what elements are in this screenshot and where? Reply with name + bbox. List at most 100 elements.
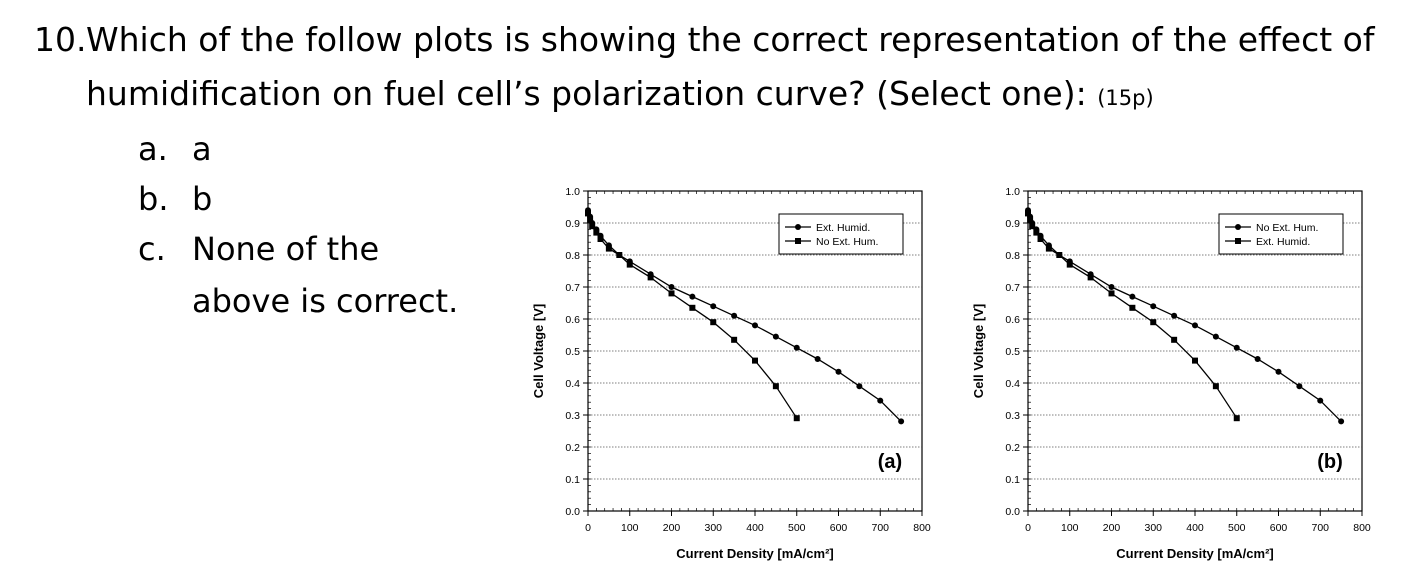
chart-a-series-0-point-12	[731, 312, 738, 319]
chart-b-series-1-point-7	[1066, 261, 1073, 268]
chart-b-series-1-point-9	[1108, 290, 1115, 297]
chart-b-xtick-label-3: 300	[1144, 522, 1162, 534]
chart-a-series-0-point-19	[877, 397, 884, 404]
chart-a-series-1-point-10	[689, 304, 696, 311]
chart-a-ytick-label-5: 0.5	[565, 346, 580, 358]
chart-b-ylabel: Cell Voltage [V]	[971, 304, 986, 398]
chart-a-series-0-point-17	[835, 368, 842, 375]
chart-b-ytick-label-2: 0.2	[1005, 442, 1020, 454]
chart-a-series-0-point-18	[856, 383, 863, 390]
chart-b-xtick-label-2: 200	[1103, 522, 1121, 534]
chart-b-series-0-point-10	[1129, 293, 1136, 300]
chart-b-series-1-point-13	[1192, 357, 1198, 364]
chart-b-xtick-label-4: 400	[1186, 522, 1204, 534]
polarization-chart-b: 0.0 0.1 0.2 0.3 0.4 0.5 0.6 0.7 0.8 0.9 1.0 0 100 200…	[971, 186, 1371, 561]
chart-b-series-0-point-19	[1317, 397, 1324, 404]
chart-a-ytick-label-1: 0.1	[565, 474, 580, 486]
chart-b-series-1-point-0	[1025, 210, 1031, 217]
chart-a-series-0-point-15	[793, 344, 800, 351]
chart-a-series-1-point-8	[647, 274, 654, 281]
chart-a-ytick-label-6: 0.6	[565, 314, 580, 326]
chart-a-ytick-label-2: 0.2	[565, 442, 580, 454]
chart-a-series-1-point-7	[626, 261, 633, 268]
chart-b-series-0-point-18	[1296, 383, 1303, 390]
chart-a-ytick-label-9: 0.9	[565, 218, 580, 230]
chart-a-legend-label-0: Ext. Humid.	[816, 222, 870, 234]
chart-a-ytick-label-10: 1.0	[565, 186, 580, 198]
chart-a-series-1-point-2	[589, 223, 596, 230]
chart-b-ytick-label-7: 0.7	[1005, 282, 1020, 294]
chart-a-legend-marker-0	[795, 224, 801, 230]
option-b-letter: b.	[138, 180, 169, 218]
chart-b-series-0-point-16	[1254, 356, 1261, 362]
chart-a-xtick-label-8: 800	[913, 522, 931, 534]
chart-b-xlabel: Current Density [mA/cm²]	[1116, 546, 1273, 561]
chart-b-ytick-label-4: 0.4	[1005, 378, 1020, 390]
chart-b-series-0-point-12	[1171, 312, 1178, 319]
chart-b-series-1-point-3	[1033, 229, 1040, 236]
option-b-text: b	[192, 180, 213, 218]
chart-a-legend-marker-1	[795, 238, 801, 244]
chart-b-series-0-point-9	[1108, 284, 1115, 290]
chart-a-series-1-point-13	[752, 357, 758, 364]
chart-b-series-1-point-8	[1087, 274, 1094, 281]
chart-a-series-0-point-20	[898, 418, 905, 425]
chart-b-series-0-point-14	[1212, 333, 1219, 340]
chart-a-series-1-point-4	[597, 236, 604, 242]
option-c-letter: c.	[138, 230, 166, 268]
chart-b-series-0-point-11	[1150, 303, 1157, 310]
chart-a-ytick-label-7: 0.7	[565, 282, 580, 294]
chart-a-ytick-label-0: 0.0	[565, 506, 580, 518]
chart-a-ytick-label-8: 0.8	[565, 250, 580, 262]
chart-a-series-1-point-0	[585, 210, 591, 217]
chart-b-xtick-label-6: 600	[1270, 522, 1288, 534]
chart-b-xtick-label-8: 800	[1353, 522, 1371, 534]
chart-b-ytick-label-5: 0.5	[1005, 346, 1020, 358]
chart-b-legend-marker-0	[1235, 224, 1241, 230]
chart-a-series-1-point-14	[772, 383, 779, 390]
chart-b-series-1-point-15	[1233, 415, 1240, 422]
chart-b-series-1-point-12	[1171, 336, 1178, 343]
chart-a-series-0-point-9	[668, 284, 675, 290]
chart-a-xtick-label-3: 300	[704, 522, 722, 534]
chart-b-ytick-label-0: 0.0	[1005, 506, 1020, 518]
chart-a-series-1-point-5	[605, 245, 612, 252]
option-a-letter: a.	[138, 130, 168, 168]
chart-a-panel-label: (a)	[878, 451, 902, 473]
chart-a-series-1-point-15	[793, 415, 800, 422]
chart-b-panel-label: (b)	[1317, 451, 1343, 473]
chart-b-xtick-label-7: 700	[1311, 522, 1329, 534]
chart-a-ytick-label-4: 0.4	[565, 378, 580, 390]
chart-b-series-1-point-5	[1045, 245, 1052, 252]
chart-a-ylabel: Cell Voltage [V]	[531, 304, 546, 398]
chart-b-legend-label-1: Ext. Humid.	[1256, 236, 1310, 248]
chart-b-ytick-label-1: 0.1	[1005, 474, 1020, 486]
chart-a-xtick-label-4: 400	[746, 522, 764, 534]
chart-b-legend-label-0: No Ext. Hum.	[1256, 222, 1318, 234]
chart-b-series-1-point-2	[1029, 223, 1036, 230]
chart-a-series-1-point-3	[593, 229, 600, 236]
chart-b-series-1-point-1	[1027, 216, 1034, 223]
chart-b-series-0-point-13	[1192, 322, 1198, 329]
chart-b-series-0-point-17	[1275, 368, 1282, 375]
chart-b-ytick-label-6: 0.6	[1005, 314, 1020, 326]
chart-a-legend-label-1: No Ext. Hum.	[816, 236, 878, 248]
chart-a-series-0-point-13	[752, 322, 758, 329]
chart-b-ytick-label-3: 0.3	[1005, 410, 1020, 422]
chart-b-ytick-label-10: 1.0	[1005, 186, 1020, 198]
chart-b-series-1-point-6	[1056, 252, 1063, 258]
chart-a-series-1-point-1	[587, 216, 594, 223]
chart-a-legend-box	[778, 213, 904, 255]
chart-a-xtick-label-7: 700	[871, 522, 889, 534]
chart-a-series-0-point-14	[772, 333, 779, 340]
chart-a-series-1-point-12	[731, 336, 738, 343]
chart-b-series-0-point-15	[1233, 344, 1240, 351]
chart-a-series-0-point-11	[710, 303, 717, 310]
chart-a-xtick-label-0: 0	[585, 522, 591, 534]
chart-b-series-0-point-20	[1338, 418, 1345, 425]
chart-b-series-1-point-11	[1150, 319, 1157, 326]
chart-b-series-1-point-4	[1037, 236, 1044, 242]
chart-a-series-0-point-10	[689, 293, 696, 300]
chart-a-series-1-point-6	[616, 252, 623, 258]
chart-b-legend-box	[1218, 213, 1344, 255]
